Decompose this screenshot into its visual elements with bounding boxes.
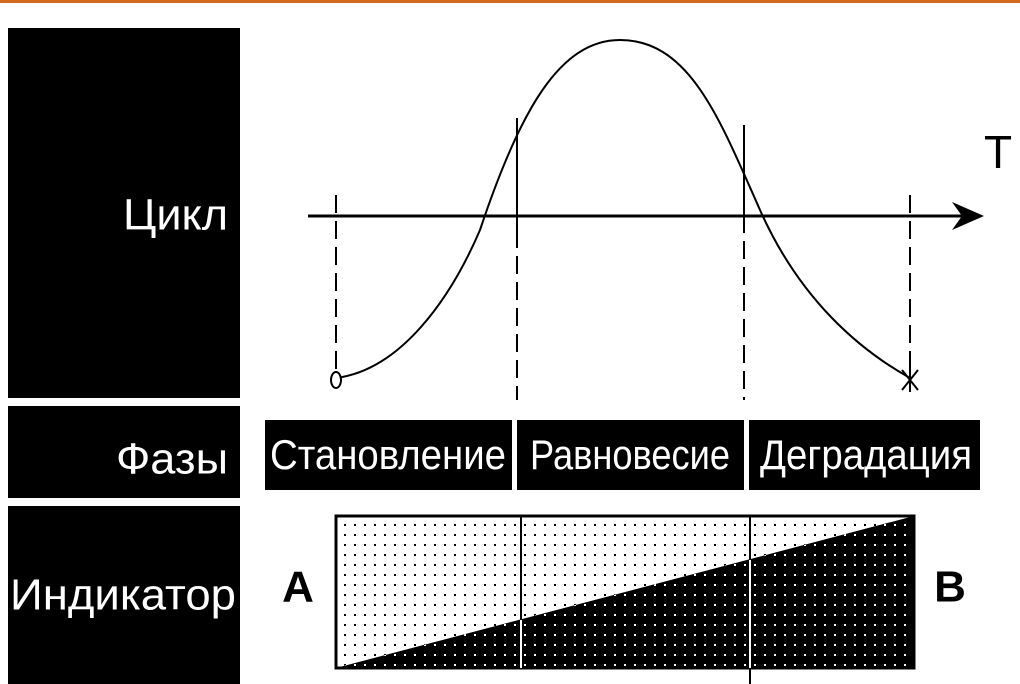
row-box	[8, 506, 240, 684]
phase-label: Становление	[270, 431, 506, 478]
indicator-end: В	[934, 563, 966, 612]
row-label: Индикатор	[10, 571, 236, 620]
indicator	[334, 514, 916, 684]
phase-box	[265, 420, 512, 490]
row-label: Фазы	[116, 435, 228, 484]
top-rule	[0, 0, 1020, 3]
phase-label: Равновесие	[530, 431, 730, 478]
axis-label: T	[984, 126, 1012, 178]
axis-arrow	[952, 202, 984, 230]
cycle-curve	[335, 38, 911, 379]
indicator-wedge	[336, 516, 914, 668]
row-box	[8, 28, 240, 398]
indicator-frame	[334, 514, 916, 670]
start-mark	[330, 371, 342, 389]
phase-label: Деградация	[760, 431, 972, 478]
indicator-end: А	[282, 563, 314, 612]
row-box	[8, 406, 240, 498]
phase-box	[517, 420, 744, 490]
phase-box	[749, 420, 980, 490]
row-label: Цикл	[123, 191, 228, 240]
end-mark	[901, 368, 919, 392]
cycle-graph	[308, 38, 984, 400]
